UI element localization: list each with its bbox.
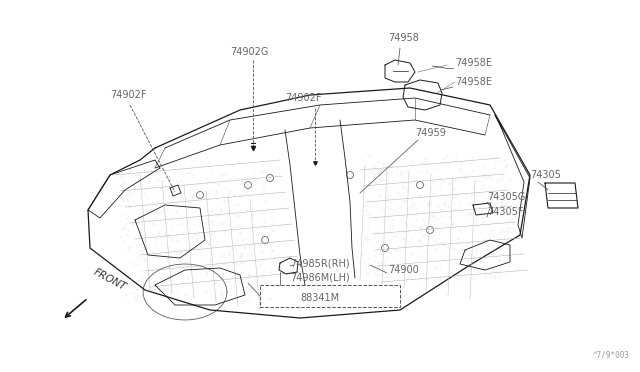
Text: 74305G: 74305G	[487, 192, 525, 202]
Text: ^7/9*003: ^7/9*003	[593, 351, 630, 360]
Text: 74958: 74958	[388, 33, 419, 43]
Text: 74902F: 74902F	[110, 90, 147, 100]
Text: 74986M(LH): 74986M(LH)	[290, 272, 349, 282]
Text: 74900: 74900	[388, 265, 419, 275]
Text: 74305: 74305	[530, 170, 561, 180]
Text: 74305F: 74305F	[487, 207, 524, 217]
Text: 74902G: 74902G	[230, 47, 268, 57]
Text: FRONT: FRONT	[92, 266, 128, 292]
Text: 74985R(RH): 74985R(RH)	[290, 258, 349, 268]
Text: 74958E: 74958E	[455, 58, 492, 68]
Text: 74959: 74959	[415, 128, 446, 138]
Text: 88341M: 88341M	[300, 293, 339, 303]
Text: 74958E: 74958E	[455, 77, 492, 87]
Text: 74902F: 74902F	[285, 93, 321, 103]
